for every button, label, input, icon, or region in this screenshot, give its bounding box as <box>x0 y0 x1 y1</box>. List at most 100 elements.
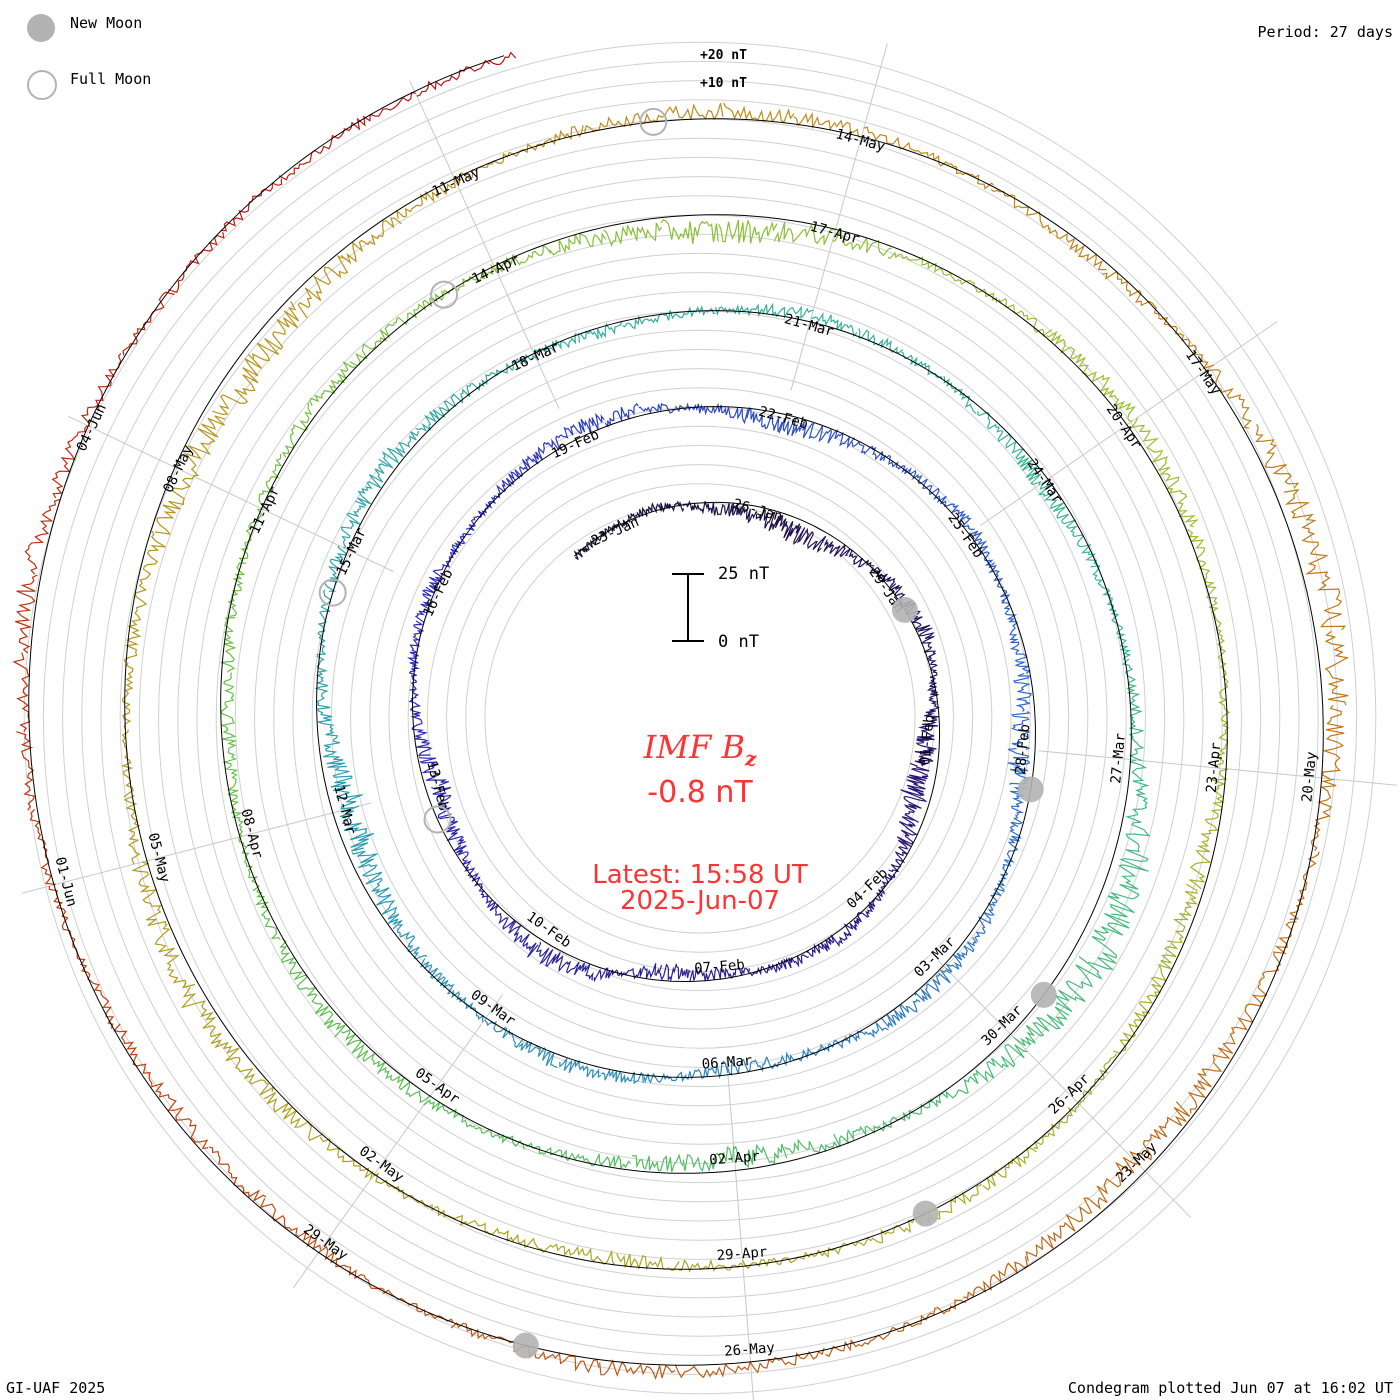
bz-trace-segment <box>131 861 167 926</box>
grid-ring <box>234 252 1166 1184</box>
bz-trace-segment <box>442 263 498 295</box>
date-tick-label: 11-Apr <box>247 484 283 537</box>
day-spoke <box>937 960 1191 1218</box>
date-tick-label: 13-Feb <box>423 759 451 812</box>
bz-trace-segment <box>80 353 122 427</box>
bz-trace-segment <box>830 919 860 948</box>
bz-trace-segment <box>1110 610 1132 661</box>
grid-ring <box>23 41 1377 1395</box>
date-tick-label: 19-Feb <box>549 427 602 463</box>
bz-trace-segment <box>858 328 904 354</box>
date-tick-label: 04-Jun <box>74 401 110 454</box>
bz-trace-segment <box>24 498 61 575</box>
bz-trace-segment <box>226 781 244 837</box>
zero-line-spiral <box>28 55 1324 1366</box>
bz-trace-segment <box>393 290 444 326</box>
grid-ring <box>330 348 1070 1088</box>
bz-trace-segment <box>488 51 517 66</box>
bz-trace-segment <box>212 353 263 416</box>
bz-trace-segment <box>221 727 239 782</box>
bz-trace-segment <box>1065 519 1098 566</box>
bz-trace-segment <box>448 532 472 562</box>
bz-trace-segment <box>622 313 670 330</box>
legend-new-moon: New Moon <box>70 14 143 32</box>
bz-trace-segment <box>489 1227 554 1254</box>
bz-trace-segment <box>408 689 423 724</box>
date-tick-label: 14-May <box>834 126 887 155</box>
bz-trace-segment <box>415 396 457 432</box>
grid-ring <box>138 156 1262 1280</box>
bz-trace-segment <box>411 723 433 756</box>
bz-trace-segment <box>16 731 36 811</box>
bz-trace-segment <box>208 1146 267 1202</box>
new-moon-marker <box>1030 981 1057 1008</box>
bz-trace-segment <box>258 453 283 509</box>
bz-trace-segment <box>668 305 716 320</box>
bz-trace-segment <box>674 402 712 416</box>
bz-trace-segment <box>784 1138 839 1154</box>
bz-trace-segment <box>832 229 892 257</box>
bz-trace-segment <box>755 509 783 532</box>
bz-trace-segment <box>264 1091 324 1142</box>
day-spoke <box>726 1056 754 1400</box>
bz-trace-segment <box>968 530 994 566</box>
bz-trace-segment <box>431 1204 490 1235</box>
chart-title-main: IMF B <box>643 728 745 766</box>
bz-trace-segment <box>378 430 419 469</box>
bz-trace-segment <box>883 1100 933 1128</box>
bz-trace-segment <box>793 111 862 138</box>
full-moon-marker <box>423 805 452 834</box>
new-moon-marker <box>1017 776 1044 803</box>
bz-trace-segment <box>315 635 329 683</box>
moon-markers <box>318 107 1057 1359</box>
bz-trace-segment <box>1079 1053 1118 1105</box>
date-tick-label: 15-Mar <box>334 526 370 579</box>
bz-trace-segment <box>741 1252 806 1269</box>
bz-trace-segment <box>1054 956 1103 1013</box>
bz-trace-segment <box>339 805 375 852</box>
bz-trace-segment <box>1013 1006 1070 1047</box>
bz-trace-segment <box>371 887 403 930</box>
bz-trace-segment <box>1187 528 1215 589</box>
grid-ring <box>388 406 1012 1030</box>
bz-trace-segment <box>660 219 719 244</box>
bz-trace-segment <box>297 255 349 319</box>
date-tick-label: 02-Apr <box>709 1149 761 1169</box>
full-moon-marker <box>639 107 668 136</box>
bz-trace-segment <box>975 1043 1028 1083</box>
bz-trace-segment <box>490 353 537 376</box>
bz-trace-segment <box>876 873 896 901</box>
bz-trace-segment <box>707 502 733 517</box>
bz-trace-segment <box>416 59 491 97</box>
bz-trace-segment <box>982 1147 1038 1191</box>
bz-trace-segment <box>584 112 654 133</box>
bz-trace-segment <box>896 816 918 849</box>
bz-trace-segment <box>340 1029 386 1075</box>
bz-trace-segment <box>682 1146 735 1173</box>
bz-trace-segment <box>451 990 484 1023</box>
bz-trace-segment <box>718 218 778 244</box>
bz-trace-segment <box>943 503 975 531</box>
bz-trace-segment <box>806 934 835 958</box>
bz-trace-segment <box>963 1256 1028 1300</box>
bz-trace-segment <box>122 291 175 356</box>
bz-trace-segment <box>281 402 313 458</box>
bz-trace-segment <box>674 1361 751 1379</box>
bz-trace-segment <box>518 1041 558 1069</box>
bz-trace-segment <box>1102 270 1160 317</box>
date-tick-label: 14-Apr <box>470 252 523 288</box>
bz-trace-segment <box>1311 778 1337 852</box>
bz-trace-segment <box>1189 829 1219 890</box>
bz-trace-segment <box>634 502 659 519</box>
bz-trace-segment <box>220 617 237 673</box>
bz-trace-segment <box>12 652 31 732</box>
bz-trace-segment <box>349 323 395 367</box>
bz-trace-segment <box>1091 371 1136 422</box>
bz-trace-segment <box>518 125 584 154</box>
bz-trace-segment <box>1222 984 1268 1054</box>
grid-ring <box>42 60 1358 1376</box>
legend-full-moon: Full Moon <box>70 70 152 88</box>
bz-trace-segment <box>323 725 347 768</box>
date-tick-label: 27-Mar <box>1108 732 1129 784</box>
day-spoke <box>409 80 560 409</box>
